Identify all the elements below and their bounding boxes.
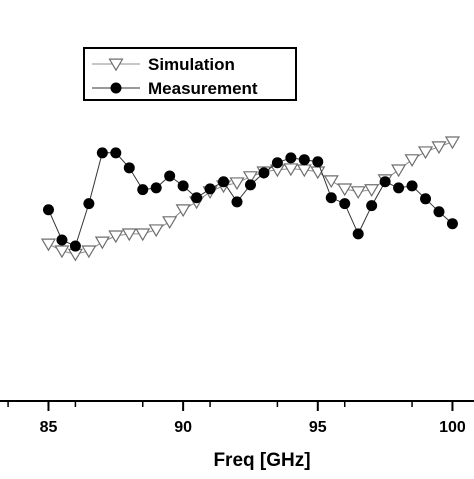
data-point-measurement [56,234,68,246]
x-tick-label: 90 [174,419,192,436]
data-point-measurement [271,157,283,169]
data-point-measurement [393,182,405,194]
data-point-simulation [431,141,447,155]
data-point-measurement [150,182,162,194]
data-point-simulation [242,171,259,185]
data-point-simulation [364,184,380,198]
data-point-measurement [42,204,54,216]
data-point-simulation [391,164,407,178]
data-point-measurement [177,180,189,192]
series-line [48,152,453,247]
data-point-simulation [135,228,151,242]
legend-marker-measurement [110,82,122,94]
data-point-simulation [444,136,461,150]
data-point-simulation [81,245,97,259]
data-point-measurement [352,228,364,240]
data-point-simulation [229,177,245,191]
x-axis-label: Freq [GHz] [213,450,310,471]
data-point-measurement [218,176,230,188]
data-point-measurement [285,152,297,164]
axes-layer: 85 90 95 100 [0,400,474,436]
data-point-measurement [446,218,458,230]
data-point-measurement [137,184,149,196]
data-point-measurement [366,200,378,212]
legend: Simulation Measurement [83,47,297,101]
data-point-measurement [298,154,310,166]
data-point-measurement [325,192,337,204]
data-point-measurement [96,147,108,159]
data-point-simulation [175,204,191,218]
data-point-simulation [94,236,110,250]
data-point-measurement [433,206,445,218]
data-point-simulation [337,183,353,197]
data-point-simulation [323,175,339,189]
data-point-measurement [204,183,216,195]
data-point-simulation [108,230,124,244]
data-point-measurement [420,193,432,205]
data-point-simulation [54,245,70,259]
data-point-simulation [404,154,420,168]
legend-label: Simulation [148,55,235,74]
legend-marker-simulation [108,58,124,72]
legend-box [83,47,297,101]
data-point-measurement [123,162,135,174]
data-point-simulation [148,224,164,238]
x-tick-label: 85 [40,419,58,436]
data-point-simulation [350,186,366,200]
data-point-measurement [83,198,95,210]
data-point-simulation [162,216,178,230]
data-point-measurement [339,198,351,210]
data-point-simulation [40,238,57,252]
x-tick-label: 95 [309,419,327,436]
data-point-simulation [417,146,434,160]
data-point-measurement [231,196,243,208]
data-point-simulation [283,163,299,177]
data-point-simulation [121,228,137,242]
data-point-measurement [164,170,176,182]
series-measurement [42,147,458,252]
data-point-measurement [379,176,391,188]
data-point-measurement [69,240,81,252]
data-point-measurement [258,167,270,179]
series-layer [40,136,461,262]
data-point-measurement [406,180,418,192]
x-tick-label: 100 [439,419,466,436]
data-point-measurement [312,156,324,168]
data-point-measurement [244,179,256,191]
data-point-measurement [110,147,122,159]
legend-label: Measurement [148,79,258,98]
data-point-measurement [191,192,203,204]
